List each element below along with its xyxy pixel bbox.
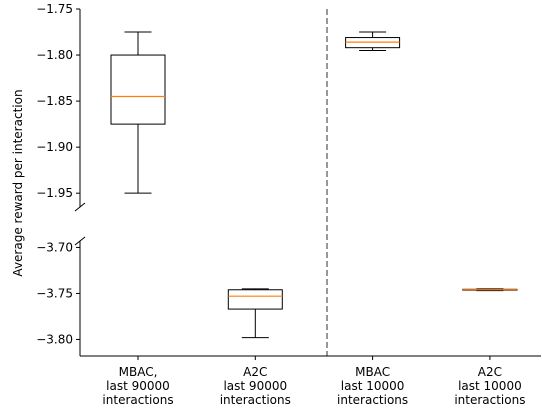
y-tick-label: −3.80 [36,332,73,346]
x-tick-label-line: last 10000 [341,379,405,393]
y-tick-label: −3.75 [36,286,73,300]
y-tick-label: −1.90 [36,140,73,154]
y-axis-label: Average reward per interaction [11,89,25,276]
x-tick-label-line: last 90000 [106,379,170,393]
x-tick-label-line: MBAC, [119,365,158,379]
x-tick-label: A2C last 10000 interactions [454,365,525,407]
box [110,54,166,125]
x-tick-label-line: interactions [454,393,525,407]
y-tick-label: −1.75 [36,2,73,16]
x-tick-label-line: A2C [478,365,502,379]
x-tick-label: MBAC, last 90000 interactions [102,365,173,407]
x-tick-label-line: MBAC [355,365,390,379]
x-tick-label-line: interactions [220,393,291,407]
x-tick-label: MBAC last 10000 interactions [337,365,408,407]
x-tick-label-line: A2C [243,365,267,379]
x-tick-label-line: interactions [102,393,173,407]
y-tick-label: −1.95 [36,186,73,200]
break-mark [74,202,86,212]
x-tick-label-line: last 10000 [458,379,522,393]
x-tick-label: A2C last 90000 interactions [220,365,291,407]
y-tick-label: −1.85 [36,94,73,108]
x-tick-label-line: interactions [337,393,408,407]
y-tick-label: −3.70 [36,240,73,254]
y-tick-label: −1.80 [36,48,73,62]
x-tick-label-line: last 90000 [223,379,287,393]
break-mark [74,236,86,246]
box [227,289,283,310]
